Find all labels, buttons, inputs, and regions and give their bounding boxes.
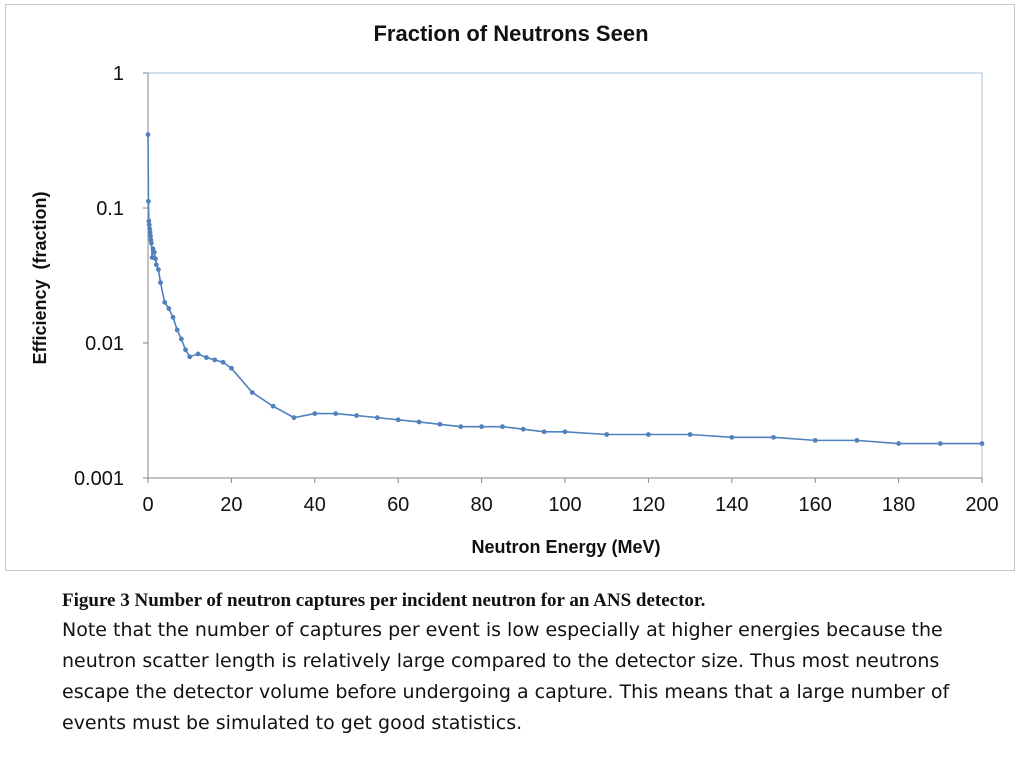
data-point [541,429,547,435]
y-tick-label: 1 [113,63,124,85]
data-point [249,390,255,395]
data-point [212,357,218,363]
data-point [979,441,985,446]
data-point [183,347,188,353]
data-point [187,354,193,360]
y-tick-label: 0.001 [74,468,124,490]
data-point [771,434,776,440]
data-point [291,415,297,421]
chart-title: Fraction of Neutrons Seen [373,21,648,46]
y-tick-label: 0.01 [85,333,124,355]
x-tick-label: 60 [387,494,409,516]
axes-layer: 0 20 40 60 80 100 120 140 160 180 200 1 0.1 0.01 0.001 [74,63,999,516]
data-point [195,351,201,357]
series-layer [145,132,985,446]
data-point [153,262,159,268]
data-point [270,403,276,409]
data-point [229,365,234,371]
figure-caption-body: Note that the number of captures per eve… [62,619,950,734]
data-point [437,421,443,427]
data-point [604,432,610,437]
data-point [562,429,568,435]
y-axis-label: Efficiency (fraction) [30,191,50,364]
data-point [395,417,401,423]
data-point [203,355,209,360]
data-point [729,434,735,440]
data-point [147,229,153,235]
data-point [354,413,359,418]
data-point [148,240,154,246]
data-point [687,432,693,437]
data-point [170,314,176,320]
data-point [500,424,505,430]
x-tick-label: 120 [632,494,665,516]
x-tick-label: 40 [304,494,326,516]
data-point [937,441,943,446]
data-point [174,327,180,333]
data-point [150,246,156,252]
data-point [374,415,380,421]
x-axis-label: Neutron Energy (MeV) [471,537,660,557]
data-point [166,306,172,311]
data-point [854,437,860,443]
x-tick-label: 140 [715,494,748,516]
y-tick-label: 0.1 [96,198,124,220]
data-point [646,432,651,437]
data-point [145,132,151,137]
x-tick-label: 20 [220,494,242,516]
data-point [812,437,818,443]
data-point [416,419,422,425]
data-point [479,424,484,430]
data-point [458,424,464,430]
x-tick-label: 200 [965,494,998,516]
data-point [153,256,158,262]
plot-area [147,72,983,479]
x-tick-label: 160 [799,494,832,516]
data-point [148,233,153,239]
data-point [520,426,526,432]
chart-frame: Fraction of Neutrons Seen Efficiency (fr… [5,4,1015,571]
x-tick-label: 100 [548,494,581,516]
data-point [158,280,163,286]
data-point [146,222,152,228]
data-point [312,411,318,416]
x-tick-label: 0 [142,494,153,516]
data-point [151,249,157,255]
data-point [178,336,184,342]
data-point [333,411,339,416]
data-point [146,218,152,224]
series-line [147,134,982,445]
chart-svg: Fraction of Neutrons Seen Efficiency (fr… [30,21,999,557]
data-point [162,299,168,305]
data-point [220,359,226,365]
figure-caption-title: Figure 3 Number of neutron captures per … [62,590,706,611]
data-point [896,441,901,446]
x-tick-label: 80 [470,494,492,516]
x-tick-label: 180 [882,494,915,516]
data-point [156,267,161,272]
data-point [146,198,151,204]
